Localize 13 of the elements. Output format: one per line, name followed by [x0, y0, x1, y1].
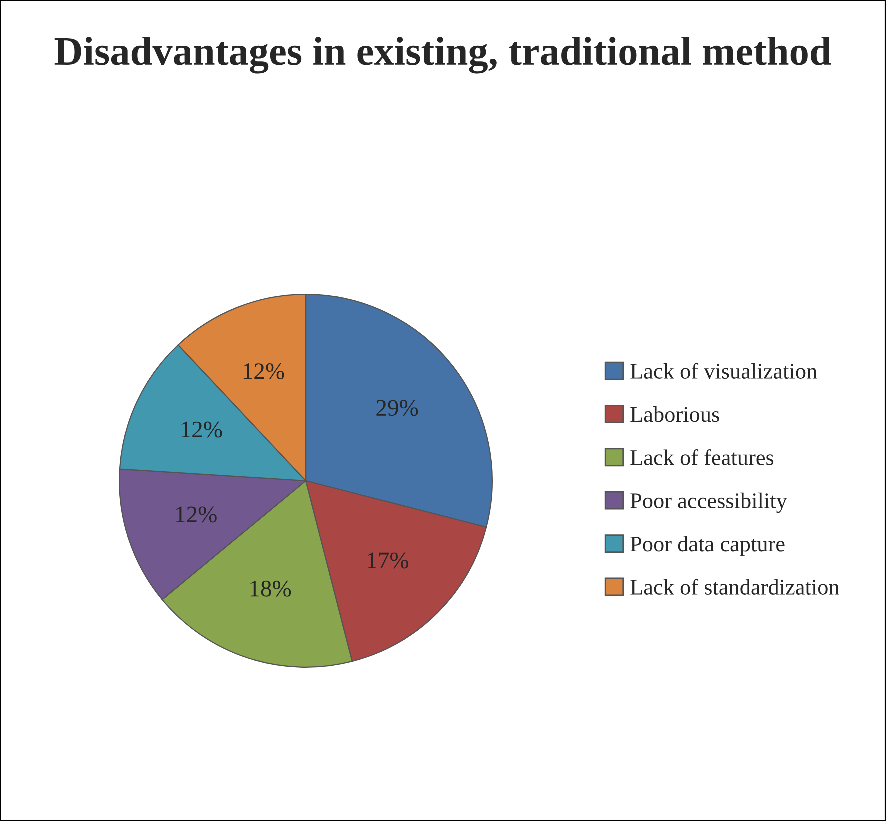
data-label: 18% — [250, 580, 292, 597]
legend-label: Lack of visualization — [630, 363, 818, 379]
data-label: 29% — [376, 400, 418, 416]
data-label: 17% — [368, 552, 409, 569]
legend-label: Lack of features — [630, 449, 774, 466]
chart-title: Disadvantages in existing, traditional method — [54, 36, 832, 74]
data-label: 12% — [244, 364, 284, 380]
data-label: 12% — [176, 506, 217, 523]
data-label: 12% — [182, 422, 222, 438]
legend-label: Lack of standardization — [630, 579, 840, 595]
legend-label: Poor data capture — [630, 536, 785, 556]
legend-label: Poor accessibility — [630, 492, 788, 514]
legend-label: Laborious — [630, 406, 720, 422]
